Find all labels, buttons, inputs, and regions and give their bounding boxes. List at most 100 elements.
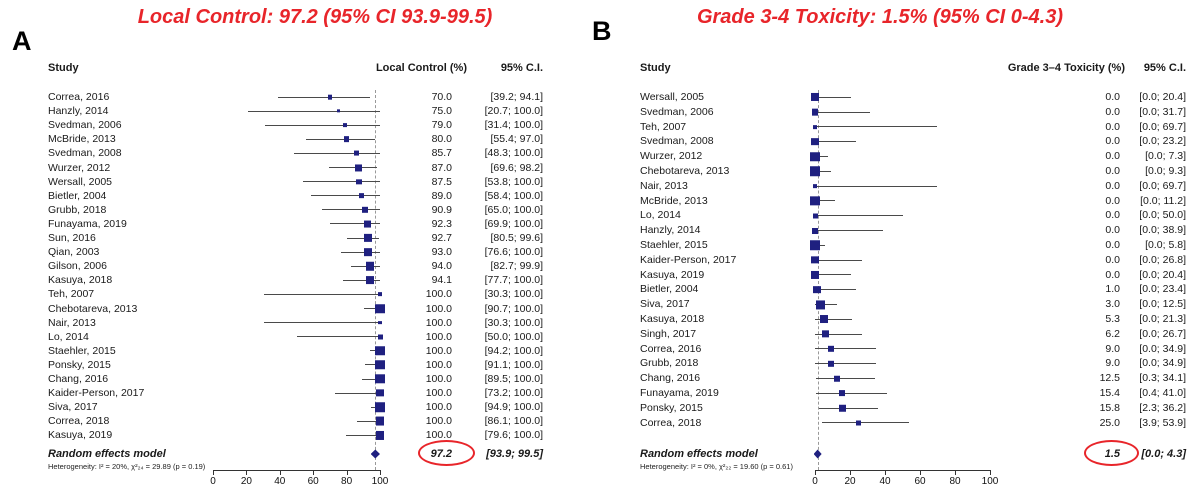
ci-line — [302, 181, 380, 183]
axis-tick — [850, 470, 851, 475]
axis-tick-label: 60 — [307, 476, 319, 487]
study-row: Lo, 2014 0.0 [0.0; 50.0] — [590, 208, 1200, 223]
study-name: Kasuya, 2019 — [48, 429, 113, 442]
axis-tick — [955, 470, 956, 475]
ci-label: [30.3; 100.0] — [484, 316, 543, 329]
study-name: Kaider-Person, 2017 — [640, 253, 737, 266]
effect-marker — [810, 240, 820, 251]
effect-value: 94.1 — [431, 274, 452, 287]
study-name: McBride, 2013 — [48, 133, 116, 146]
axis-tick-label: 100 — [981, 476, 999, 487]
ci-line — [342, 279, 380, 281]
study-row: Wurzer, 2012 87.0 [69.6; 98.2] — [0, 161, 590, 175]
effect-marker — [812, 285, 821, 294]
effect-marker — [810, 151, 820, 162]
ci-label: [69.6; 98.2] — [490, 161, 543, 174]
ci-label: [30.3; 100.0] — [484, 288, 543, 301]
study-name: Grubb, 2018 — [48, 203, 107, 216]
ci-line — [815, 215, 903, 217]
axis-tick-label: 40 — [274, 476, 286, 487]
axis-tick-label: 80 — [949, 476, 961, 487]
ci-label: [82.7; 99.9] — [490, 260, 543, 273]
effect-marker — [353, 151, 359, 156]
study-name: Chebotareva, 2013 — [48, 302, 138, 315]
ci-line — [815, 289, 856, 291]
ci-label: [0.0; 21.3] — [1139, 313, 1186, 325]
ci-label: [0.0; 69.7] — [1139, 120, 1186, 133]
ci-label: [0.0; 26.8] — [1139, 253, 1186, 266]
effect-value: 89.0 — [431, 189, 452, 202]
study-name: Kasuya, 2018 — [48, 274, 113, 287]
x-axis — [213, 470, 380, 471]
axis-tick — [279, 470, 281, 475]
ci-label: [0.0; 50.0] — [1139, 209, 1186, 222]
ci-label: [50.0; 100.0] — [484, 330, 543, 343]
effect-marker — [810, 166, 820, 177]
ci-label: [0.0; 31.7] — [1139, 105, 1186, 118]
heterogeneity-note: Heterogeneity: I² = 0%, χ²₂₂ = 19.60 (p … — [640, 462, 793, 471]
study-row: Teh, 2007 100.0 [30.3; 100.0] — [0, 287, 590, 301]
study-row: Kasuya, 2018 5.3 [0.0; 21.3] — [590, 312, 1200, 327]
ci-label: [0.0; 11.2] — [1140, 194, 1186, 207]
effect-value: 5.3 — [1105, 313, 1120, 325]
ci-line — [263, 322, 380, 324]
study-row: Svedman, 2006 0.0 [0.0; 31.7] — [590, 105, 1200, 120]
ci-line — [340, 251, 380, 253]
effect-marker — [810, 93, 820, 102]
effect-value: 15.8 — [1099, 401, 1120, 414]
ci-label: [0.0; 34.9] — [1139, 342, 1186, 355]
ci-line — [815, 170, 832, 172]
ci-label: [76.6; 100.0] — [484, 246, 543, 259]
ci-label: [0.0; 20.4] — [1139, 268, 1186, 281]
effect-marker — [375, 303, 385, 314]
effect-marker — [378, 292, 382, 297]
effect-marker — [343, 136, 350, 143]
ci-label: [65.0; 100.0] — [484, 203, 543, 216]
ci-line — [310, 195, 380, 197]
effect-value: 92.7 — [431, 232, 452, 244]
ci-label: [2.3; 36.2] — [1139, 401, 1186, 414]
ci-line — [345, 434, 380, 436]
effect-value: 15.4 — [1099, 387, 1120, 399]
effect-marker — [812, 213, 818, 219]
effect-value: 90.9 — [431, 203, 452, 216]
effect-value: 6.2 — [1105, 327, 1120, 340]
effect-marker — [375, 374, 385, 384]
column-header-ci: 95% C.I. — [1143, 62, 1186, 74]
ci-label: [89.5; 100.0] — [484, 373, 543, 385]
effect-value: 0.0 — [1105, 105, 1120, 118]
effect-value: 0.0 — [1105, 268, 1120, 281]
effect-value: 94.0 — [431, 260, 452, 273]
study-row: Grubb, 2018 90.9 [65.0; 100.0] — [0, 203, 590, 217]
pooled-highlight-ellipse — [1084, 440, 1139, 466]
study-name: Siva, 2017 — [640, 298, 690, 311]
effect-value: 75.0 — [431, 105, 452, 118]
effect-marker — [811, 256, 819, 264]
column-header-study: Study — [640, 62, 671, 74]
study-name: Funayama, 2019 — [640, 387, 719, 399]
ci-line — [356, 420, 380, 422]
ci-line — [321, 209, 380, 211]
ci-label: [69.9; 100.0] — [484, 217, 543, 230]
ci-line — [815, 244, 826, 246]
study-name: Lo, 2014 — [640, 209, 681, 222]
effect-marker — [839, 390, 845, 397]
study-row: Kasuya, 2019 0.0 [0.0; 20.4] — [590, 268, 1200, 283]
effect-marker — [343, 123, 347, 128]
study-name: Svedman, 2008 — [640, 135, 714, 148]
study-name: Ponsky, 2015 — [640, 401, 703, 414]
effect-marker — [361, 206, 368, 214]
effect-value: 100.0 — [425, 316, 452, 329]
study-row: Kaider-Person, 2017 0.0 [0.0; 26.8] — [590, 253, 1200, 268]
effect-marker — [375, 416, 385, 426]
effect-marker — [375, 402, 385, 412]
effect-marker — [336, 109, 340, 113]
ci-line — [293, 152, 380, 154]
ci-label: [31.4; 100.0] — [484, 119, 543, 132]
column-header-effect: Grade 3–4 Toxicity (%) — [1007, 62, 1125, 74]
study-row: Svedman, 2008 85.7 [48.3; 100.0] — [0, 146, 590, 160]
study-name: Kasuya, 2019 — [640, 268, 705, 281]
study-name: Hanzly, 2014 — [640, 224, 701, 237]
axis-tick-label: 0 — [812, 476, 818, 487]
